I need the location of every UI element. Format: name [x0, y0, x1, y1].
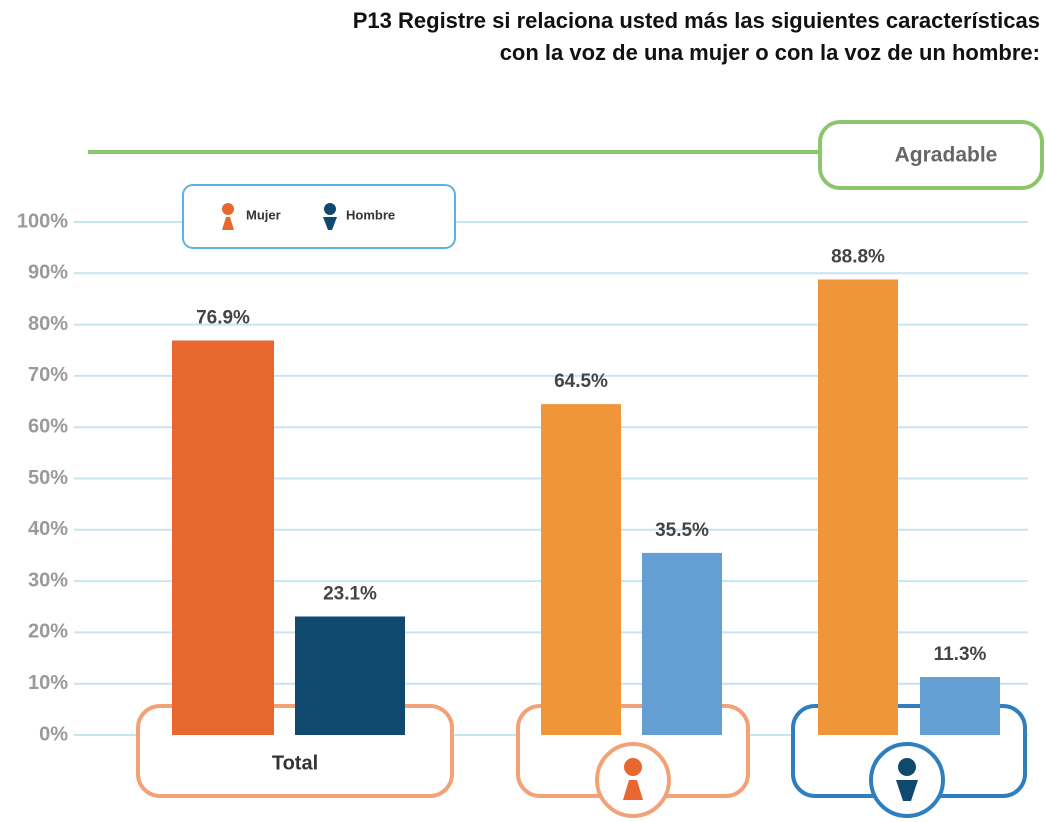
- y-tick-label: 40%: [28, 518, 68, 540]
- bars: 76.9% 23.1% 64.5% 35.5% 88.8% 11.3%: [172, 246, 1000, 735]
- value-label: 11.3%: [934, 644, 987, 665]
- legend-icon: [222, 203, 234, 230]
- bar: [172, 340, 274, 735]
- y-tick-label: 100%: [17, 210, 68, 232]
- y-tick-label: 90%: [28, 262, 68, 284]
- y-tick-label: 80%: [28, 313, 68, 335]
- bar: [541, 404, 621, 735]
- legend-label: Hombre: [346, 207, 395, 222]
- value-label: 76.9%: [196, 308, 250, 329]
- category-icon: [896, 758, 918, 801]
- panel-box: [818, 120, 1044, 190]
- y-tick-label: 20%: [28, 621, 68, 643]
- bar: [920, 677, 1000, 735]
- y-tick-label: 60%: [28, 415, 68, 437]
- value-label: 35.5%: [655, 520, 709, 541]
- legend-box: [182, 184, 456, 249]
- y-tick-label: 0%: [39, 723, 68, 745]
- y-tick-label: 30%: [28, 569, 68, 591]
- value-label: 23.1%: [323, 584, 377, 605]
- panel-label: Agradable: [895, 144, 998, 167]
- bar: [642, 552, 722, 735]
- y-tick-label: 50%: [28, 467, 68, 489]
- y-tick-label: 70%: [28, 364, 68, 386]
- legend-label: Mujer: [246, 207, 281, 222]
- bar: [818, 279, 898, 735]
- legend-icon: [323, 203, 337, 230]
- value-label: 88.8%: [831, 246, 885, 267]
- chart-title: con la voz de una mujer o con la voz de …: [500, 40, 1040, 65]
- chart-title: P13 Registre si relaciona usted más las …: [353, 8, 1040, 33]
- y-tick-label: 10%: [28, 672, 68, 694]
- x-tick-label: Total: [272, 752, 318, 774]
- category-icon: [623, 758, 643, 800]
- bar: [295, 616, 405, 735]
- value-label: 64.5%: [554, 371, 608, 392]
